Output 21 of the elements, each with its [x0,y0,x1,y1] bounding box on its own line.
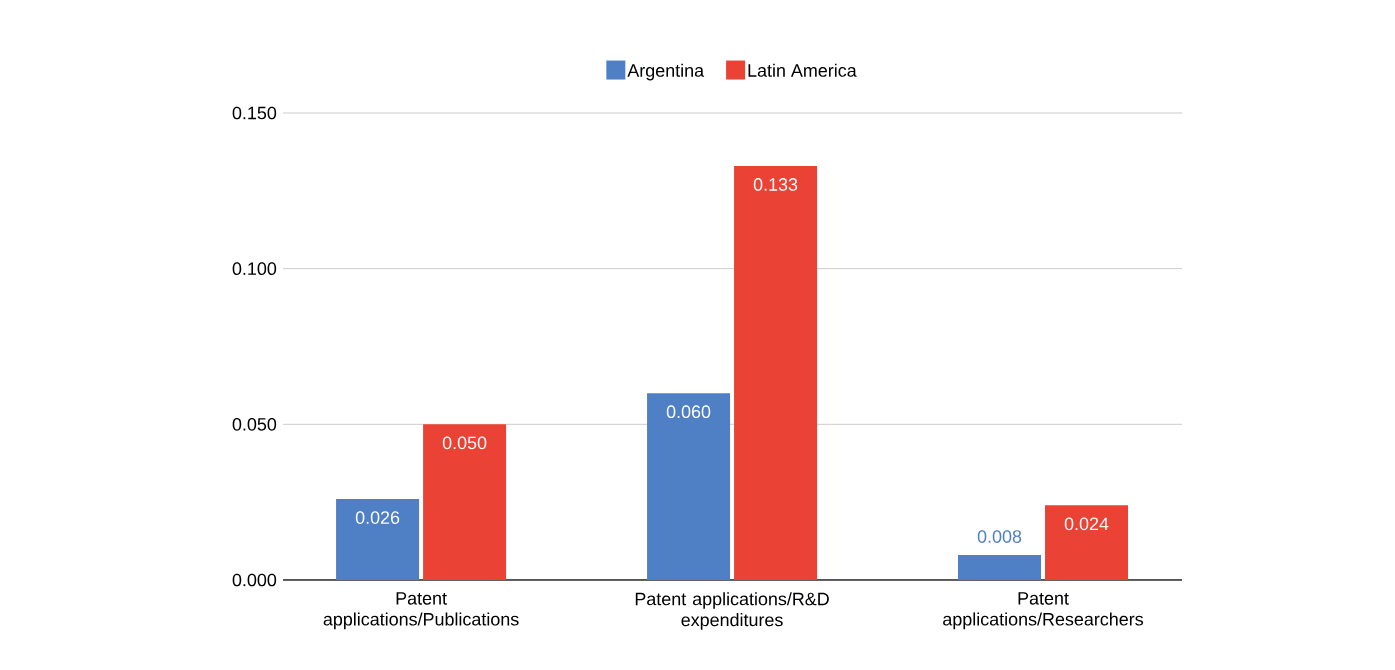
data-label: 0.060 [666,405,711,419]
legend-label: Argentina [627,63,705,81]
y-tick-label: 0.050 [232,417,277,431]
legend-label: Latin America [748,63,857,77]
x-tick-label: Patent applications/Researchers [943,592,1144,630]
bar [647,393,731,580]
bar [1045,505,1129,580]
data-label: 0.008 [977,530,1022,543]
bar [734,165,818,580]
y-tick-label: 0.150 [232,106,277,120]
y-tick-label: 0.100 [232,262,277,275]
x-tick-label: Patent applications/R&D expenditures [635,592,829,630]
bar [958,555,1042,580]
data-label: 0.050 [442,436,487,450]
y-tick-label: 0.000 [232,573,277,587]
data-label: 0.133 [753,178,798,191]
x-tick-label: Patent applications/Publications [323,592,519,630]
data-label: 0.024 [1064,517,1109,531]
bar [423,424,507,580]
bar [336,499,420,580]
data-label: 0.026 [355,511,400,524]
